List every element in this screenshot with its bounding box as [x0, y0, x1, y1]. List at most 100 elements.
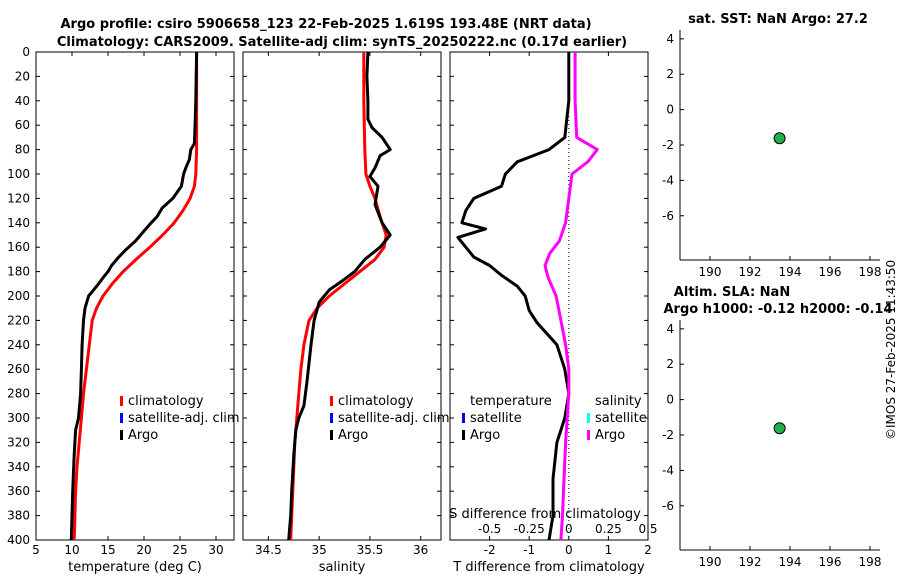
temperature-axes-frame: [35, 51, 235, 541]
sla-map-ytick-label: -2: [662, 428, 674, 442]
difference-legend-swatch: [587, 413, 590, 423]
temperature-ytick-label: 40: [15, 94, 30, 108]
temperature-legend-swatch: [120, 430, 123, 440]
sla-map-xtick-label: 190: [699, 555, 722, 569]
temperature-legend-label: satellite-adj. clim: [128, 411, 240, 426]
difference-legend-label: Argo: [595, 428, 625, 443]
temperature-xtick-label: 10: [64, 543, 79, 557]
sla-map-xtick-label: 194: [779, 555, 802, 569]
difference-line-s-argo: [543, 52, 599, 541]
temperature-ytick-label: 400: [7, 533, 30, 547]
sst-map-ytick-label: -6: [662, 209, 674, 223]
salinity-legend-swatch: [330, 396, 333, 406]
difference-line-t-argo: [456, 52, 571, 541]
difference-legend-label: satellite: [470, 411, 522, 426]
sst-map-xtick-label: 190: [699, 265, 722, 279]
sla-map-ytick-label: 0: [666, 393, 674, 407]
salinity-legend-label: climatology: [338, 394, 414, 409]
difference-legend-swatch: [587, 430, 590, 440]
difference-s-tick-label: 0: [565, 522, 573, 536]
sla-map-title: Altim. SLA: NaN: [674, 285, 790, 300]
temperature-ytick-label: 100: [7, 167, 30, 181]
difference-axes-frame: [449, 51, 649, 541]
temperature-legend-swatch: [120, 396, 123, 406]
temperature-ytick-label: 320: [7, 435, 30, 449]
temperature-ytick-label: 340: [7, 460, 30, 474]
title-line1: Argo profile: csiro 5906658_123 22-Feb-2…: [60, 17, 591, 32]
difference-xtick-label: 1: [605, 543, 613, 557]
difference-s-tick-label: 0.5: [638, 522, 657, 536]
temperature-ytick-label: 260: [7, 362, 30, 376]
temperature-legend-label: Argo: [128, 428, 158, 443]
difference-s-tick-label: -0.25: [514, 522, 545, 536]
temperature-ytick-label: 240: [7, 338, 30, 352]
difference-s-axis-label: S difference from climatology: [449, 507, 641, 522]
temperature-xtick-label: 5: [32, 543, 40, 557]
sla-map-ytick-label: 2: [666, 357, 674, 371]
difference-legend-swatch: [462, 413, 465, 423]
temperature-ytick-label: 20: [15, 69, 30, 83]
temperature-ytick-label: 180: [7, 265, 30, 279]
temperature-xtick-label: 30: [208, 543, 223, 557]
temperature-ytick-label: 120: [7, 191, 30, 205]
temperature-xtick-label: 25: [172, 543, 187, 557]
sla-map-xtick-label: 196: [819, 555, 842, 569]
sla-map-argo-position-marker: [773, 422, 786, 435]
difference-xtick-label: 0: [565, 543, 573, 557]
temperature-legend-label: climatology: [128, 394, 204, 409]
difference-xtick-label: 2: [644, 543, 652, 557]
temperature-legend-swatch: [120, 413, 123, 423]
sst-map-xtick-label: 196: [819, 265, 842, 279]
temperature-ytick-label: 380: [7, 509, 30, 523]
sla-map-ytick-label: -6: [662, 499, 674, 513]
sst-map-xtick-label: 194: [779, 265, 802, 279]
sst-map-argo-position-marker: [773, 132, 786, 145]
salinity-legend-label: Argo: [338, 428, 368, 443]
sla-map-subtitle: Argo h1000: -0.12 h2000: -0.14: [663, 302, 892, 317]
temperature-xtick-label: 20: [136, 543, 151, 557]
salinity-xtick-label: 35.5: [357, 543, 384, 557]
salinity-line-argo: [287, 51, 392, 541]
salinity-legend-swatch: [330, 430, 333, 440]
temperature-ytick-label: 200: [7, 289, 30, 303]
sst-map-ytick-label: 2: [666, 67, 674, 81]
sst-map-xtick-label: 192: [739, 265, 762, 279]
temperature-xtick-label: 15: [100, 543, 115, 557]
temperature-ytick-label: 80: [15, 143, 30, 157]
difference-xtick-label: -2: [484, 543, 496, 557]
difference-xtick-label: -1: [523, 543, 535, 557]
difference-legend-label: satellite: [595, 411, 647, 426]
sst-map-ytick-label: -2: [662, 138, 674, 152]
temperature-ytick-label: 300: [7, 411, 30, 425]
salinity-legend-swatch: [330, 413, 333, 423]
salinity-legend-label: satellite-adj. clim: [338, 411, 450, 426]
temperature-ytick-label: 160: [7, 240, 30, 254]
temperature-xlabel: temperature (deg C): [68, 560, 202, 575]
temperature-ytick-label: 360: [7, 484, 30, 498]
salinity-xlabel: salinity: [319, 560, 366, 575]
sst-map-xtick-label: 198: [859, 265, 882, 279]
temperature-ytick-label: 220: [7, 313, 30, 327]
difference-legend-temperature-title: temperature: [470, 394, 552, 409]
salinity-xtick-label: 34.5: [255, 543, 282, 557]
sla-map-ytick-label: 4: [666, 322, 674, 336]
temperature-ytick-label: 280: [7, 387, 30, 401]
salinity-axes-frame: [242, 51, 442, 541]
difference-s-tick-label: 0.25: [595, 522, 622, 536]
sst-map-title: sat. SST: NaN Argo: 27.2: [688, 12, 868, 27]
difference-legend-label: Argo: [470, 428, 500, 443]
title-line2: Climatology: CARS2009. Satellite-adj cli…: [57, 35, 627, 50]
sst-map-ytick-label: 0: [666, 103, 674, 117]
salinity-xtick-label: 35: [312, 543, 327, 557]
imos-watermark: ©IMOS 27-Feb-2025 11:43:50: [884, 260, 898, 440]
sla-map-xtick-label: 198: [859, 555, 882, 569]
temperature-line-climatology: [72, 52, 199, 541]
sst-map-ytick-label: 4: [666, 32, 674, 46]
difference-legend-salinity-title: salinity: [595, 394, 642, 409]
difference-xlabel: T difference from climatology: [452, 560, 645, 575]
temperature-ytick-label: 60: [15, 118, 30, 132]
temperature-ytick-label: 140: [7, 216, 30, 230]
temperature-ytick-label: 0: [22, 45, 30, 59]
sla-map-xtick-label: 192: [739, 555, 762, 569]
